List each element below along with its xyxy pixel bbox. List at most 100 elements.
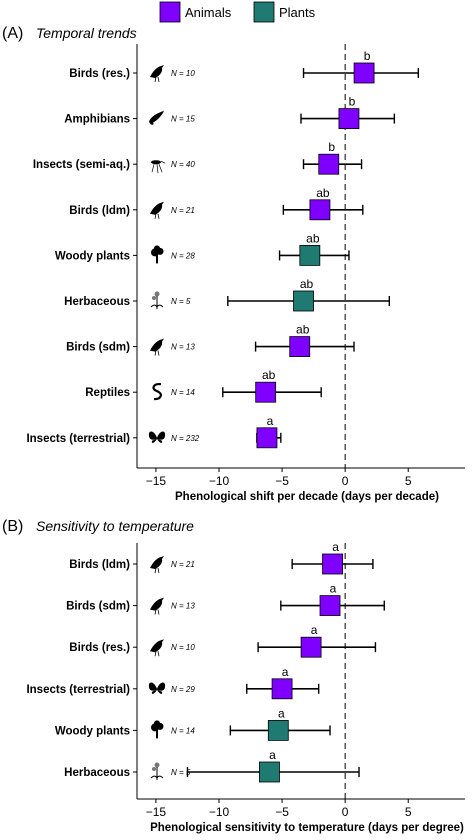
x-axis-title: Phenological sensitivity to temperature … bbox=[150, 822, 464, 834]
salamander-icon bbox=[149, 110, 164, 125]
x-tick-label: −15 bbox=[146, 474, 167, 488]
point-estimate-animals bbox=[289, 336, 311, 358]
significance-letter: ab bbox=[306, 231, 320, 245]
legend-swatch-animals bbox=[159, 1, 181, 23]
point-estimate-animals bbox=[271, 678, 293, 700]
category-label: Amphibians bbox=[64, 114, 130, 126]
sample-size-label: N = 14 bbox=[171, 388, 195, 397]
row-birds-ldm: Birds (ldm) N = 21 a bbox=[69, 540, 374, 575]
category-label: Birds (sdm) bbox=[66, 342, 130, 354]
bird-icon bbox=[150, 556, 164, 574]
category-label: Herbaceous bbox=[64, 296, 130, 308]
significance-letter: a bbox=[269, 748, 276, 762]
sample-size-label: N = 10 bbox=[171, 69, 195, 78]
point-estimate-animals bbox=[338, 108, 360, 129]
significance-letter: a bbox=[332, 540, 339, 554]
bird-icon bbox=[150, 338, 164, 356]
point-estimate-animals bbox=[322, 553, 343, 575]
point-estimate-plants bbox=[259, 761, 280, 783]
sample-size-label: N = 15 bbox=[171, 115, 195, 124]
row-birds-ldm: Birds (ldm) N = 21 ab bbox=[69, 186, 364, 221]
row-insects-terrestrial: Insects (terrestrial) N = 232 a bbox=[26, 414, 282, 449]
significance-letter: ab bbox=[316, 186, 330, 200]
x-tick-label: 5 bbox=[405, 805, 412, 819]
panel-title: Temporal trends bbox=[36, 25, 137, 41]
significance-letter: ab bbox=[300, 277, 314, 291]
legend: Animals Plants bbox=[159, 1, 316, 23]
row-insects-semi-aq: Insects (semi-aq.) N = 40 b bbox=[33, 140, 363, 175]
row-birds-res: Birds (res.) N = 10 a bbox=[69, 623, 377, 658]
sample-size-label: N = 21 bbox=[171, 560, 195, 569]
significance-letter: a bbox=[330, 582, 337, 596]
point-estimate-animals bbox=[256, 427, 278, 449]
significance-letter: b bbox=[364, 49, 371, 63]
category-label: Herbaceous bbox=[64, 767, 130, 779]
category-label: Insects (semi-aq.) bbox=[33, 159, 130, 171]
significance-letter: ab bbox=[296, 323, 310, 337]
row-herbaceous: Herbaceous N = 5 ab bbox=[64, 277, 391, 312]
point-estimate-plants bbox=[293, 290, 314, 312]
point-estimate-animals bbox=[300, 636, 322, 658]
panel-title: Sensitivity to temperature bbox=[36, 518, 194, 534]
category-label: Birds (res.) bbox=[69, 68, 130, 80]
panel-label: (A) bbox=[2, 25, 23, 42]
tree-icon bbox=[151, 245, 164, 264]
category-label: Woody plants bbox=[55, 250, 130, 262]
category-label: Birds (res.) bbox=[69, 642, 130, 654]
x-tick-label: −15 bbox=[146, 805, 167, 819]
category-label: Reptiles bbox=[85, 387, 130, 399]
point-estimate-animals bbox=[255, 381, 277, 403]
point-estimate-animals bbox=[318, 153, 340, 175]
bird-icon bbox=[150, 65, 164, 83]
x-tick-label: −5 bbox=[275, 474, 289, 488]
herb-icon bbox=[150, 762, 164, 780]
row-reptiles: Reptiles N = 14 ab bbox=[85, 368, 322, 403]
row-woody-plants: Woody plants N = 28 ab bbox=[55, 231, 350, 266]
row-insects-terrestrial: Insects (terrestrial) N = 29 a bbox=[26, 665, 320, 700]
significance-letter: b bbox=[328, 140, 335, 154]
x-tick-label: 0 bbox=[342, 805, 349, 819]
category-label: Birds (sdm) bbox=[66, 601, 130, 613]
row-amphibians: Amphibians N = 15 b bbox=[64, 95, 396, 129]
x-tick-label: 5 bbox=[405, 474, 412, 488]
bird-icon bbox=[150, 597, 164, 615]
point-estimate-animals bbox=[319, 595, 341, 616]
sample-size-label: N = 10 bbox=[171, 643, 195, 652]
row-birds-res: Birds (res.) N = 10 b bbox=[69, 49, 420, 84]
bird-icon bbox=[150, 201, 164, 219]
butterfly-icon bbox=[148, 682, 166, 694]
panel-b: (B) Sensitivity to temperature −15 −10 −5 0 5 P… bbox=[2, 518, 465, 834]
row-birds-sdm: Birds (sdm) N = 13 a bbox=[66, 582, 385, 616]
x-tick-label: 0 bbox=[342, 474, 349, 488]
legend-label-plants: Plants bbox=[279, 5, 316, 20]
significance-letter: b bbox=[349, 95, 356, 109]
sample-size-label: N = 5 bbox=[171, 768, 191, 777]
significance-letter: a bbox=[278, 706, 285, 720]
panel-a: (A) Temporal trends −15 −10 −5 0 5 Phenological… bbox=[2, 25, 465, 503]
sample-size-label: N = 29 bbox=[171, 685, 195, 694]
sample-size-label: N = 40 bbox=[171, 160, 195, 169]
category-label: Woody plants bbox=[55, 725, 130, 737]
point-estimate-animals bbox=[309, 199, 331, 221]
point-estimate-plants bbox=[299, 244, 321, 266]
row-woody-plants: Woody plants N = 14 a bbox=[55, 706, 331, 741]
x-tick-label: −10 bbox=[209, 805, 230, 819]
x-tick-label: −5 bbox=[275, 805, 289, 819]
panel-label: (B) bbox=[2, 518, 23, 535]
sample-size-label: N = 28 bbox=[171, 251, 195, 260]
bird-icon bbox=[150, 639, 164, 657]
tree-icon bbox=[151, 720, 164, 739]
category-label: Birds (ldm) bbox=[69, 205, 130, 217]
snake-icon bbox=[152, 383, 162, 401]
butterfly-icon bbox=[148, 431, 166, 443]
category-label: Birds (ldm) bbox=[69, 559, 130, 571]
legend-swatch-plants bbox=[253, 1, 275, 23]
sample-size-label: N = 14 bbox=[171, 726, 195, 735]
significance-letter: a bbox=[267, 414, 274, 428]
sample-size-label: N = 232 bbox=[171, 434, 200, 443]
row-herbaceous: Herbaceous N = 5 a bbox=[64, 748, 360, 783]
herb-icon bbox=[150, 291, 164, 309]
mosquito-icon bbox=[151, 160, 166, 174]
row-birds-sdm: Birds (sdm) N = 13 ab bbox=[66, 323, 355, 358]
